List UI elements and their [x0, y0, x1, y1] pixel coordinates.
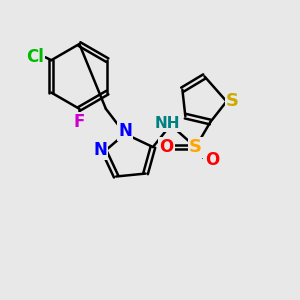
- Text: F: F: [74, 113, 85, 131]
- Text: NH: NH: [155, 116, 180, 131]
- Text: N: N: [93, 141, 107, 159]
- Text: O: O: [159, 138, 173, 156]
- Text: S: S: [226, 92, 239, 110]
- Text: N: N: [118, 122, 132, 140]
- Text: S: S: [189, 138, 202, 156]
- Text: O: O: [205, 151, 219, 169]
- Text: Cl: Cl: [26, 48, 44, 66]
